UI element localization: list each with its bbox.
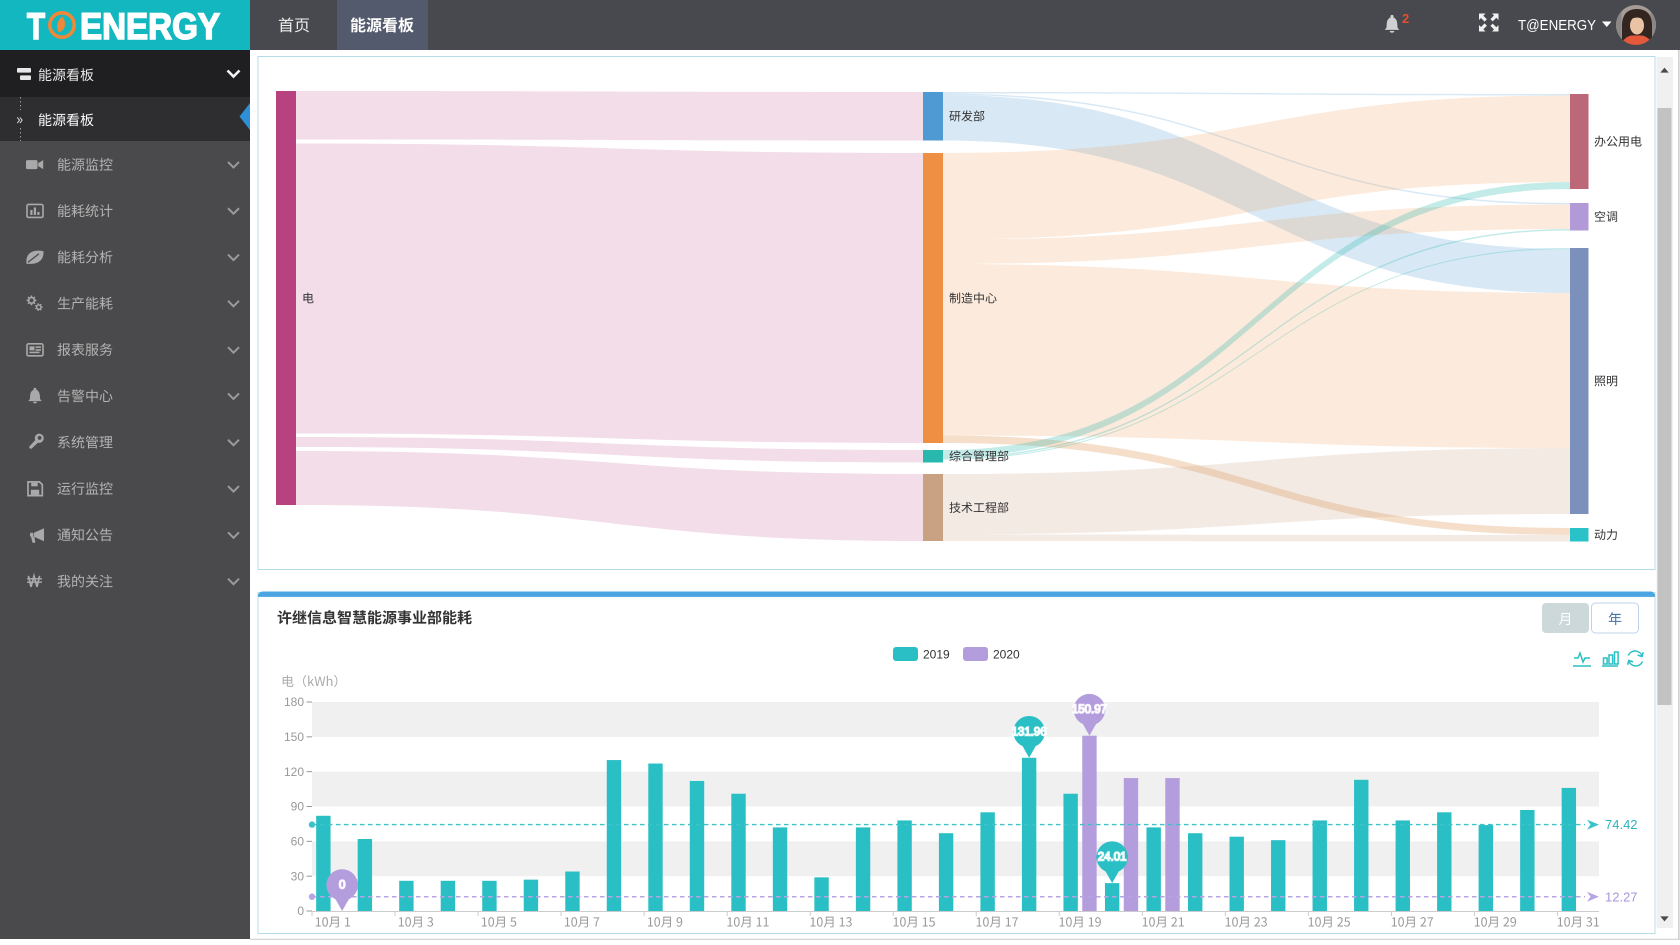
svg-text:0: 0 xyxy=(339,880,345,892)
svg-text:ENERGY: ENERGY xyxy=(80,6,220,47)
svg-text:2020: 2020 xyxy=(993,648,1020,662)
svg-text:120: 120 xyxy=(284,765,304,779)
svg-text:90: 90 xyxy=(291,800,305,814)
svg-text:150: 150 xyxy=(284,730,304,744)
svg-text:2019: 2019 xyxy=(923,648,950,662)
svg-text:131.96: 131.96 xyxy=(1012,726,1047,738)
svg-text:74.42: 74.42 xyxy=(1605,817,1638,832)
svg-text:30: 30 xyxy=(291,869,305,883)
svg-text:2: 2 xyxy=(1402,11,1409,26)
svg-text:60: 60 xyxy=(291,835,305,849)
svg-text:150.97: 150.97 xyxy=(1072,704,1107,716)
svg-text:12.27: 12.27 xyxy=(1605,889,1638,904)
svg-text:0: 0 xyxy=(297,904,304,918)
svg-text:24.01: 24.01 xyxy=(1098,852,1127,864)
svg-text:T: T xyxy=(27,6,45,47)
svg-text:180: 180 xyxy=(284,695,304,709)
svg-text:T@ENERGY: T@ENERGY xyxy=(1518,17,1596,34)
